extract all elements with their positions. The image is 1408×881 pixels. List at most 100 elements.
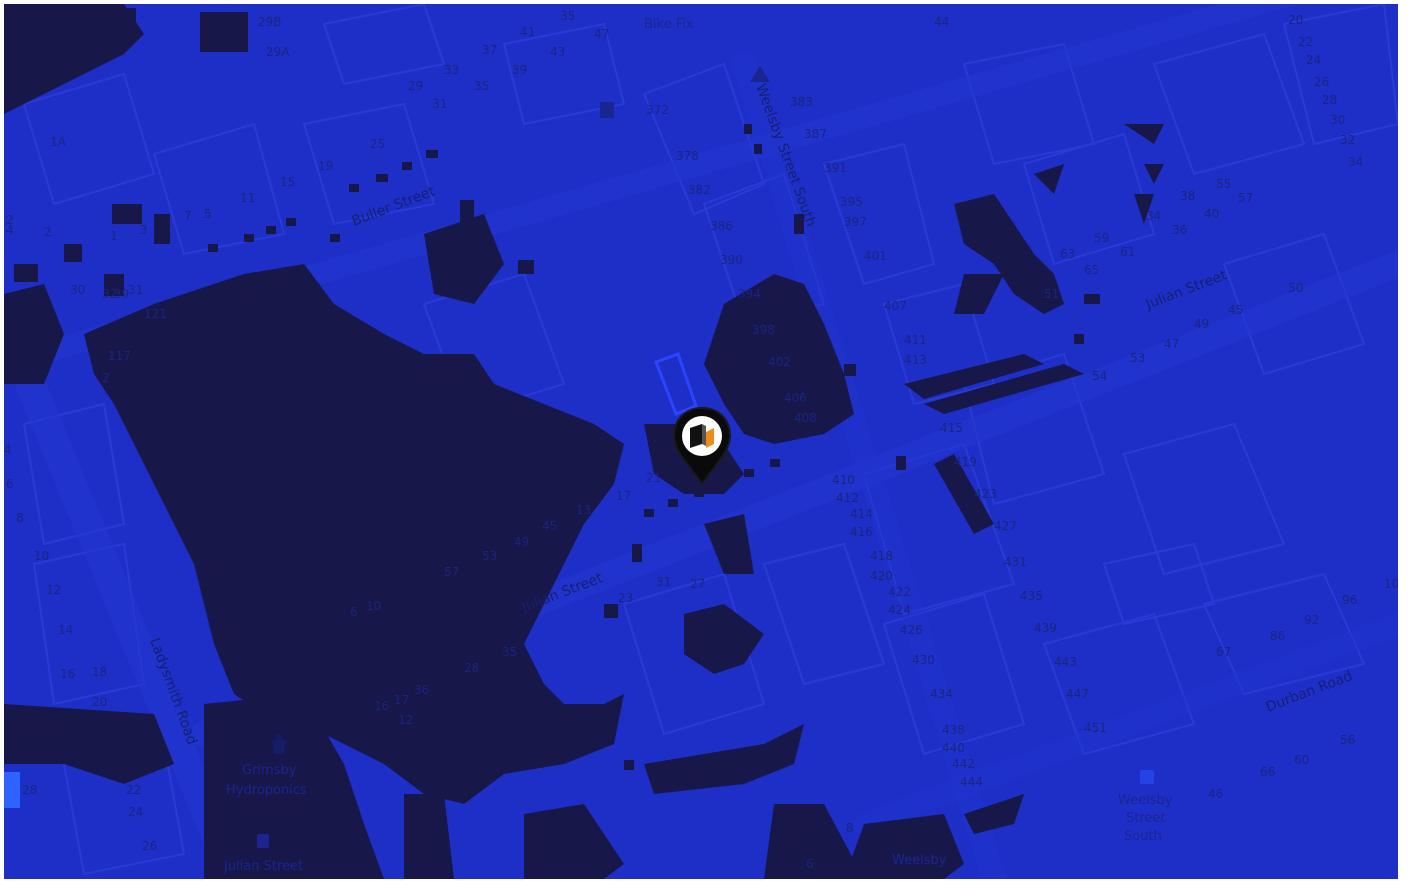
house-number-label: 25 [370, 137, 385, 151]
house-number-label: 1 [110, 229, 118, 243]
house-number-label: 394 [738, 287, 761, 301]
house-number-label: 44 [934, 15, 949, 29]
house-number-label: 53 [482, 549, 497, 563]
poi-recycling [600, 102, 614, 118]
house-number-label: 43 [550, 45, 565, 59]
house-number-label: 36 [1172, 223, 1187, 237]
house-number-label: 54 [1092, 369, 1107, 383]
house-number-label: 32 [102, 287, 117, 301]
house-number-label: 416 [850, 525, 873, 539]
poi-grimsby-hydroponics[interactable]: Grimsby Hydroponics [226, 734, 307, 798]
bus-stop-icon [1140, 770, 1154, 784]
overlay-bright-pixel [4, 772, 20, 808]
house-number-label: 21 [646, 471, 661, 485]
location-pin-icon[interactable] [670, 406, 734, 490]
house-number-label: 447 [1066, 687, 1089, 701]
house-number-label: 65 [1084, 263, 1099, 277]
map-view[interactable]: Buller Street Julian Street Julian Stree… [4, 4, 1398, 879]
house-number-label: 20 [1288, 13, 1303, 27]
poi-bike-fix[interactable]: Bike Fix [644, 17, 694, 32]
house-number-label: 100 [1384, 577, 1398, 591]
house-number-label: 395 [840, 195, 863, 209]
house-number-label: 41 [520, 25, 535, 39]
poi-label-south: South [1124, 829, 1162, 844]
house-number-label: 410 [832, 473, 855, 487]
house-number-label: 7 [184, 209, 192, 223]
house-number-label: 398 [752, 323, 775, 337]
house-number-label: 414 [850, 507, 873, 521]
house-number-label: 34 [1348, 155, 1363, 169]
house-number-label: 117 [108, 349, 131, 363]
house-number-label: 22 [126, 783, 141, 797]
house-number-label: 47 [594, 27, 609, 41]
house-number-label: 49 [514, 535, 529, 549]
house-number-label: 59 [1094, 231, 1109, 245]
poi-bus-weelsby[interactable]: Weelsby Street South [1118, 770, 1173, 844]
house-number-label: 406 [784, 391, 807, 405]
house-number-label: 36 [414, 683, 429, 697]
house-number-label: 390 [720, 253, 743, 267]
house-number-label: 26 [142, 839, 157, 853]
house-number-label: 24 [128, 805, 143, 819]
house-number-label: 442 [952, 757, 975, 771]
house-number-label: 39 [512, 63, 527, 77]
house-number-label: 412 [836, 491, 859, 505]
house-number-label: 16 [374, 699, 389, 713]
house-number-label: 378 [676, 149, 699, 163]
house-number-label: 397 [844, 215, 867, 229]
house-number-label: 6 [6, 477, 14, 491]
house-number-label: 28 [22, 783, 37, 797]
house-number-label: 56 [1340, 733, 1355, 747]
selected-parcel-outline [654, 352, 698, 416]
house-number-label: 61 [1120, 245, 1135, 259]
poi-bus-julian-street[interactable]: Julian Street [223, 834, 303, 874]
house-number-label: 408 [794, 411, 817, 425]
house-number-label: 32 [1340, 133, 1355, 147]
house-number-label: 121 [144, 307, 167, 321]
house-number-label: 29A [266, 45, 290, 59]
house-number-label: 430 [912, 653, 935, 667]
house-number-label: 422 [888, 585, 911, 599]
map-canvas[interactable]: Buller Street Julian Street Julian Stree… [4, 4, 1398, 879]
house-number-label: 440 [942, 741, 965, 755]
poi-label-bike-fix: Bike Fix [644, 17, 694, 32]
house-number-label: 4 [6, 223, 14, 237]
house-number-label: 29B [258, 15, 282, 29]
house-number-label: 35 [502, 645, 517, 659]
house-number-label: 57 [1238, 191, 1253, 205]
house-number-label: 66 [1260, 765, 1275, 779]
house-number-label: 391 [824, 161, 847, 175]
house-number-label: 411 [904, 333, 927, 347]
house-number-label: 4 [4, 443, 12, 457]
poi-weelsby-partial[interactable]: Weelsby [892, 853, 947, 868]
house-number-label: 12 [46, 583, 61, 597]
house-number-label: 11 [240, 191, 255, 205]
house-number-label: 23 [618, 591, 633, 605]
house-number-label: 8 [16, 511, 24, 525]
poi-warning [750, 66, 770, 82]
house-number-label: 57 [444, 565, 459, 579]
house-number-label: 401 [864, 249, 887, 263]
buller-street-dots [208, 150, 438, 252]
house-number-label: 439 [1034, 621, 1057, 635]
house-number-label: 20 [92, 695, 107, 709]
house-number-label: 426 [900, 623, 923, 637]
house-number-label: 5 [204, 207, 212, 221]
poi-label-hydroponics: Hydroponics [226, 783, 307, 798]
house-number-label: 2 [102, 371, 110, 385]
house-number-label: 22 [1298, 35, 1313, 49]
house-number-label: 60 [1294, 753, 1309, 767]
house-number-label: 10 [34, 549, 49, 563]
julian-street-dots [644, 459, 780, 517]
house-number-label: 383 [790, 95, 813, 109]
bus-stop-icon [257, 834, 269, 848]
house-number-label: 46 [1208, 787, 1223, 801]
house-number-label: 434 [930, 687, 953, 701]
house-number-label: 415 [940, 421, 963, 435]
house-number-label: 413 [904, 353, 927, 367]
poi-label-bus-julian-street: Julian Street [223, 859, 303, 874]
poi-label-weelsby-partial: Weelsby [892, 853, 947, 868]
house-number-label: 15 [280, 175, 295, 189]
house-number-label: 29 [408, 79, 423, 93]
